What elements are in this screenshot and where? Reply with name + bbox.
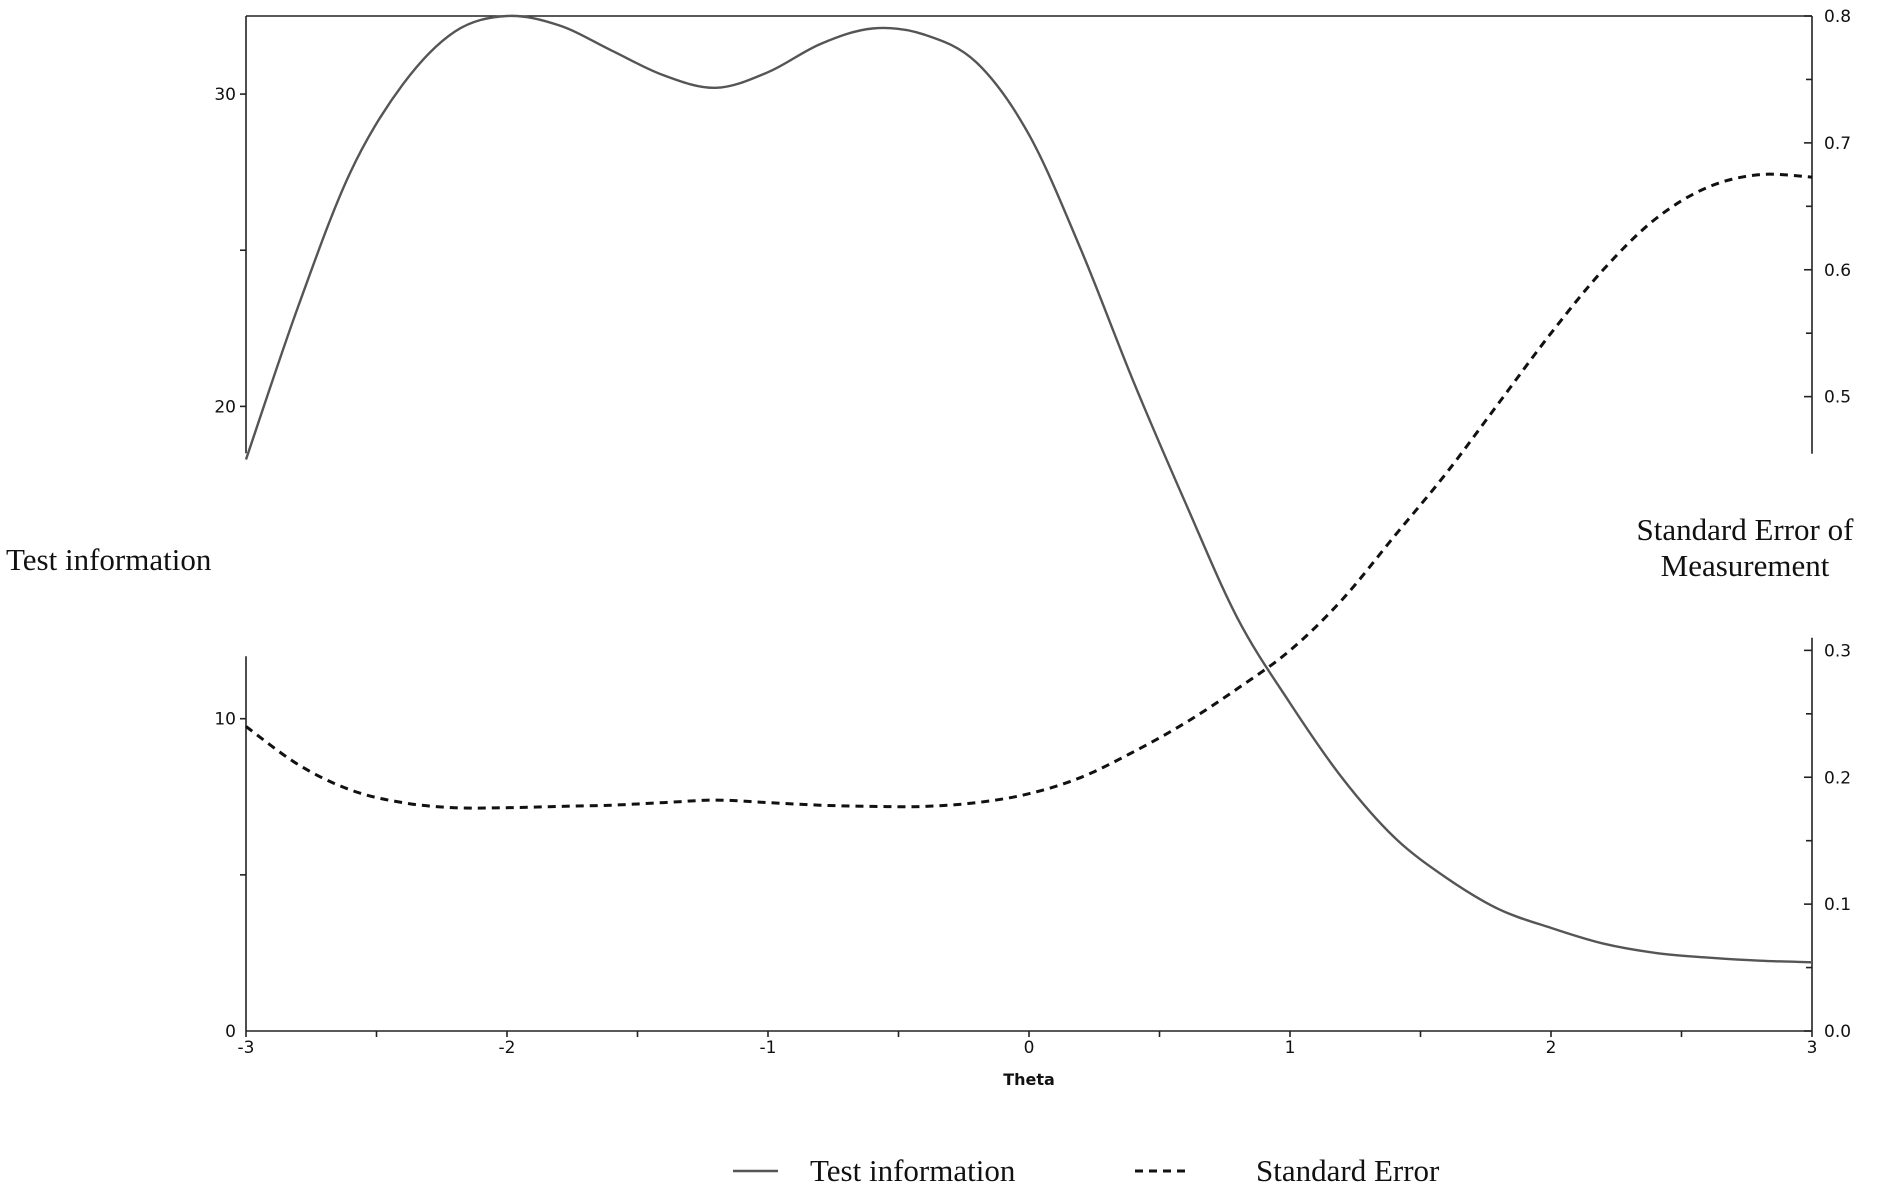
y-left-tick-label: 10 bbox=[214, 710, 236, 730]
y-left-tick-label: 0 bbox=[225, 1022, 236, 1042]
series-layer bbox=[244, 14, 1813, 964]
x-tick-label: 2 bbox=[1546, 1038, 1557, 1058]
y-axis-right-title-line1: Standard Error of bbox=[1637, 512, 1855, 547]
y-left-tick-label: 30 bbox=[214, 85, 236, 105]
y-right-tick-label: 0.5 bbox=[1824, 388, 1851, 408]
series-line-test-information bbox=[244, 14, 1813, 964]
y-axis-left-title: Test information bbox=[6, 542, 212, 577]
y-right-tick-label: 0.7 bbox=[1824, 134, 1851, 154]
y-axis-right-title-line2: Measurement bbox=[1661, 548, 1830, 583]
x-tick-label: 0 bbox=[1024, 1038, 1035, 1058]
x-tick-label: -3 bbox=[238, 1038, 255, 1058]
x-tick-label: 1 bbox=[1285, 1038, 1296, 1058]
series-line-standard-error bbox=[245, 172, 1813, 810]
y-right-tick-label: 0.1 bbox=[1824, 895, 1851, 915]
y-right-tick-label: 0.2 bbox=[1824, 768, 1851, 788]
x-tick-label: -2 bbox=[499, 1038, 516, 1058]
y-axis-right: 0.0 0.1 0.2 0.3 0.5 0.6 0.7 0.8 bbox=[1804, 7, 1851, 1042]
y-right-tick-label: 0.8 bbox=[1824, 7, 1851, 27]
y-right-tick-label: 0.3 bbox=[1824, 641, 1851, 661]
x-axis-title: Theta bbox=[1003, 1070, 1055, 1089]
legend-label-standard-error: Standard Error bbox=[1256, 1153, 1440, 1187]
y-right-tick-label: 0.0 bbox=[1824, 1022, 1851, 1042]
x-tick-label: 3 bbox=[1807, 1038, 1818, 1058]
legend: Test information Standard Error bbox=[733, 1153, 1440, 1187]
x-axis: -3 -2 -1 0 1 2 3 bbox=[238, 1030, 1818, 1058]
y-left-tick-label: 20 bbox=[214, 397, 236, 417]
y-right-tick-label: 0.6 bbox=[1824, 261, 1851, 281]
x-tick-label: -1 bbox=[760, 1038, 777, 1058]
y-axis-left: 0 10 20 30 bbox=[214, 16, 247, 1042]
legend-label-test-information: Test information bbox=[810, 1153, 1016, 1187]
